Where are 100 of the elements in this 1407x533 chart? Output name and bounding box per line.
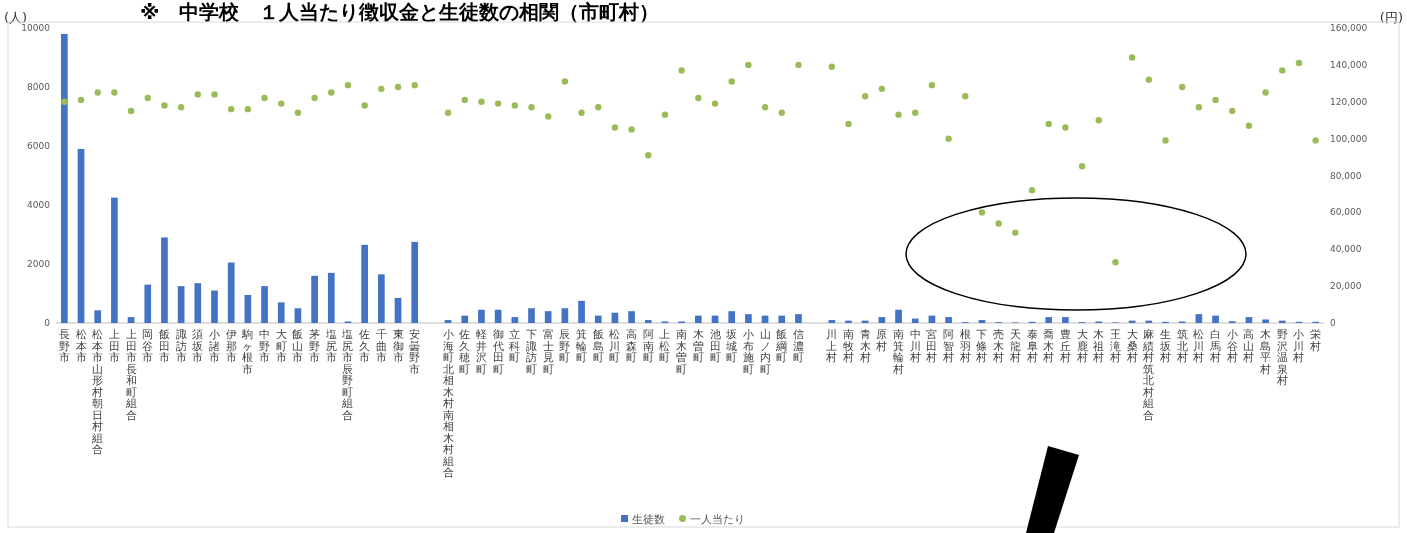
x-tick-label: 飯田市	[158, 328, 170, 364]
x-tick-label: 駒ヶ根市	[241, 328, 254, 376]
bar	[161, 237, 168, 323]
x-tick-label: 諏訪市	[175, 328, 187, 364]
bar	[378, 274, 385, 323]
bar	[211, 290, 218, 323]
x-tick-label: 上田市	[108, 328, 120, 364]
bar	[978, 320, 986, 323]
x-tick-label: 南牧村	[842, 328, 854, 364]
bar	[878, 317, 886, 323]
bar	[461, 315, 469, 323]
y2-tick-label: 160,000	[1330, 23, 1368, 33]
x-tick-label: 根羽村	[958, 328, 971, 364]
x-tick-label: 木曽町	[692, 328, 704, 364]
bar	[261, 286, 268, 323]
bar	[61, 33, 68, 323]
legend-label: 一人当たり	[690, 512, 745, 526]
x-tick-label: 王滝村	[1108, 328, 1121, 364]
bar	[394, 297, 402, 323]
x-tick-label: 箕輪町	[576, 328, 588, 364]
x-tick-label: 大町市	[275, 328, 287, 364]
y2-tick-label: 80,000	[1330, 170, 1362, 181]
y2-tick-label: 60,000	[1330, 207, 1362, 218]
bar	[1245, 317, 1253, 323]
bar	[828, 320, 836, 323]
x-tick-label: 池田町	[709, 328, 721, 364]
bar	[144, 284, 152, 323]
x-tick-label: 生坂村	[1159, 328, 1171, 364]
bar	[528, 308, 535, 323]
x-tick-label: 御代田町	[491, 328, 504, 376]
x-tick-label: 小布施町	[742, 328, 754, 376]
x-tick-label: 飯綱町	[775, 328, 788, 364]
x-tick-label: 泰阜村	[1025, 328, 1038, 364]
x-tick-label: 青木村	[858, 328, 871, 364]
bar	[544, 311, 552, 323]
bar	[311, 275, 318, 323]
x-tick-label: 塩尻市	[324, 328, 337, 364]
bar	[327, 272, 335, 323]
bar	[1195, 314, 1203, 323]
bar	[511, 317, 519, 323]
x-tick-label: 松川町	[609, 328, 621, 364]
x-tick-label: 筑北村	[1175, 328, 1188, 364]
bar	[77, 148, 85, 323]
x-tick-label: 大桑村	[1125, 328, 1138, 364]
chart-title: ※ 中学校 １人当たり徴収金と生徒数の相関（市町村）	[140, 0, 660, 24]
bar	[244, 294, 252, 323]
x-tick-label: 立科町	[509, 328, 521, 364]
bar	[361, 244, 368, 323]
y2-tick-label: 40,000	[1330, 244, 1362, 255]
x-tick-label: 飯島町	[592, 328, 604, 364]
bar	[1045, 317, 1053, 323]
x-tick-label: 下條村	[975, 328, 988, 364]
x-tick-label: 佐久市	[359, 328, 371, 364]
bar	[745, 314, 752, 323]
x-tick-label: 阿南町	[642, 328, 654, 364]
y-tick-label: 2000	[27, 259, 51, 269]
x-tick-label: 木島平村	[1259, 328, 1272, 376]
y-tick-label: 8000	[27, 82, 51, 92]
x-tick-label: 軽井沢町	[475, 328, 487, 376]
y-tick-label: 10000	[21, 23, 51, 33]
x-tick-label: 上田市長和町組合	[124, 328, 137, 422]
x-tick-label: 小谷村	[1225, 328, 1238, 364]
x-tick-label: 宮田村	[925, 328, 938, 364]
category-label: 小海町北相木村南相木村組合	[442, 328, 454, 479]
y2-axis-title: (円)	[1379, 10, 1403, 25]
x-tick-label: 安曇野市	[409, 328, 421, 376]
x-tick-label: 小川村	[1292, 328, 1305, 364]
x-tick-label: 小諸市	[209, 328, 220, 364]
bar	[277, 302, 285, 323]
bar	[594, 315, 602, 323]
bar	[411, 241, 419, 323]
x-tick-label: 飯山市	[292, 328, 304, 364]
x-tick-label: 南箕輪村	[892, 328, 905, 376]
x-tick-label: 天龍村	[1008, 328, 1021, 364]
bar	[895, 309, 902, 323]
bar	[194, 283, 202, 323]
x-tick-label: 信濃町	[792, 328, 804, 364]
x-tick-label: 千曲市	[375, 328, 387, 364]
bar	[778, 315, 786, 323]
bar	[111, 197, 118, 323]
y2-tick-label: 100,000	[1330, 133, 1368, 144]
x-tick-label: 坂城町	[725, 328, 738, 364]
bar	[127, 317, 135, 323]
bar	[945, 317, 952, 323]
bar	[911, 318, 919, 323]
y2-tick-label: 140,000	[1330, 59, 1368, 70]
bar	[695, 315, 702, 323]
x-tick-label: 富士見町	[542, 328, 554, 376]
x-tick-label: 川上村	[825, 328, 838, 364]
bar	[561, 308, 569, 323]
y-tick-label: 6000	[27, 141, 51, 151]
bar	[728, 311, 736, 323]
bar	[177, 286, 185, 323]
x-tick-label: 原村	[875, 328, 888, 353]
x-tick-label: 木祖村	[1092, 328, 1105, 364]
bar	[1212, 315, 1219, 323]
legend-label: 生徒数	[632, 512, 665, 526]
bar	[1262, 319, 1269, 323]
x-tick-label: 上松町	[659, 328, 671, 364]
x-tick-label: 高森町	[626, 328, 638, 364]
